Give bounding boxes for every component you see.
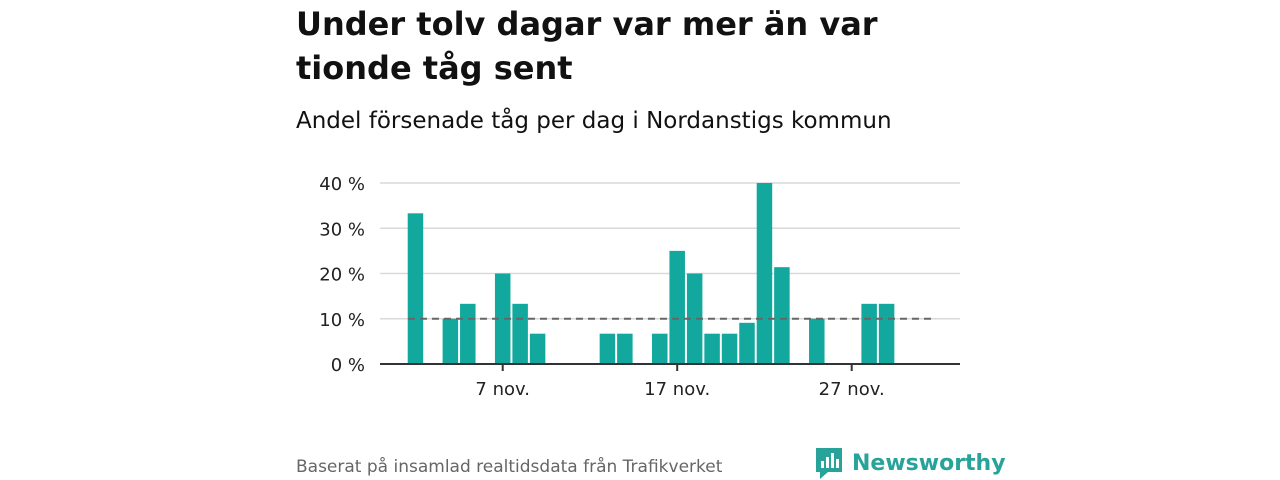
bar	[721, 333, 738, 364]
bar	[809, 318, 825, 364]
x-tick-label: 7 nov.	[475, 379, 530, 400]
bar	[774, 267, 790, 364]
newsworthy-logo-icon	[816, 448, 842, 479]
bar	[739, 322, 755, 364]
bar-chart: 0 % 10 % 20 % 30 % 40 % 7 nov. 17 nov. 27 nov.	[319, 174, 960, 400]
bar	[686, 273, 703, 364]
bar	[861, 303, 877, 364]
brand-name: Newsworthy	[852, 450, 1006, 476]
bar	[407, 213, 424, 364]
source-note: Baserat på insamlad realtidsdata från Tr…	[296, 457, 723, 477]
bar	[669, 250, 685, 364]
bar	[529, 333, 546, 364]
x-tick-label: 17 nov.	[644, 379, 710, 400]
bar	[442, 318, 459, 364]
bar	[878, 303, 895, 364]
bar	[599, 333, 616, 364]
y-tick-label: 30 %	[319, 219, 365, 240]
brand-logo: Newsworthy	[814, 446, 1006, 480]
bar	[512, 303, 528, 364]
x-tick-label: 27 nov.	[819, 379, 885, 400]
y-tick-label: 10 %	[319, 310, 365, 331]
y-tick-label: 20 %	[319, 265, 365, 286]
bar	[617, 333, 633, 364]
chart-title: Under tolv dagar var mer än var tionde t…	[296, 5, 878, 87]
axes: 0 % 10 % 20 % 30 % 40 % 7 nov. 17 nov. 27 nov.	[319, 174, 960, 400]
y-tick-label: 40 %	[319, 174, 365, 195]
bar	[494, 273, 511, 364]
y-tick-label: 0 %	[331, 355, 365, 376]
bar	[704, 333, 720, 364]
bar	[652, 333, 668, 364]
chart-subtitle: Andel försenade tåg per dag i Nordanstig…	[296, 108, 892, 134]
bar	[756, 183, 773, 364]
bar	[460, 303, 476, 364]
